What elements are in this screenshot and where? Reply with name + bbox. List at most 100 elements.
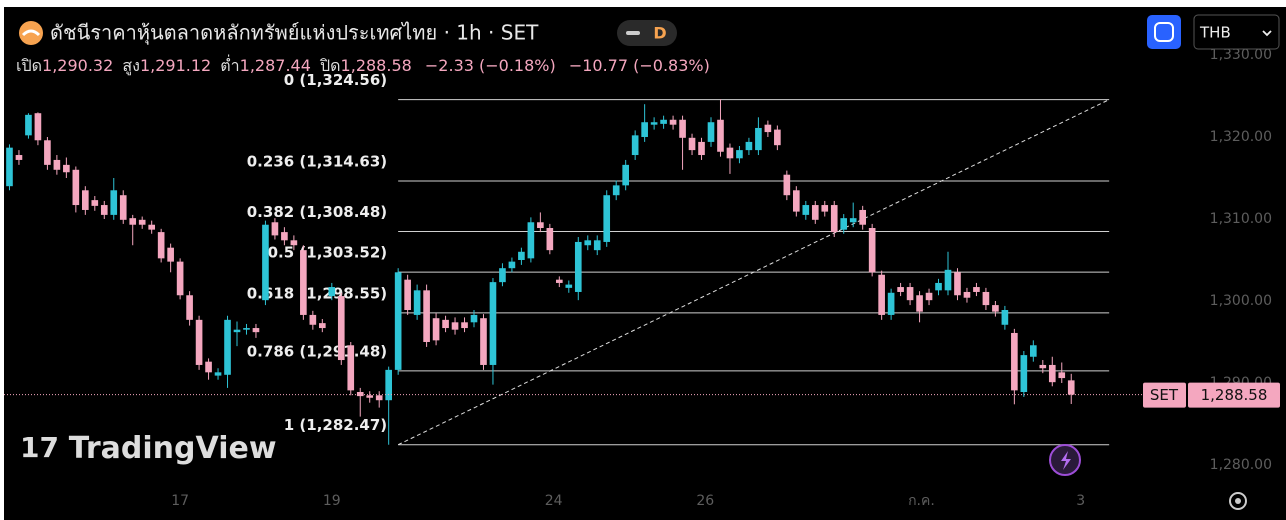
candle-body [537,222,544,229]
open-label: เปิด [16,56,42,75]
price-tag-label: 1,288.58 [1201,386,1268,404]
candle-body [963,291,971,298]
candle-body [650,122,658,125]
candle-body [1058,372,1066,379]
candle-body [1020,355,1028,393]
badge-dash [626,31,640,35]
currency-dropdown[interactable] [1193,14,1280,50]
candle-body [271,222,279,236]
candle-body [840,218,848,230]
candle-body [176,261,184,296]
candle-body [641,122,648,137]
candle-body [944,269,952,291]
settings-button[interactable] [1229,492,1247,510]
chart-title: ดัชนีราคาหุ้นตลาดหลักทรัพย์แห่งประเทศไทย… [50,21,539,46]
high-label: สูง [122,56,140,76]
y-tick-label: 1,320.00 [1210,129,1272,145]
candle-body [119,195,127,220]
left-border [0,0,4,520]
candle-body [1039,364,1047,369]
price-tag [1188,382,1280,408]
candle-body [129,218,137,225]
candle-body [631,135,639,156]
candle-body [755,127,762,151]
interval-badge[interactable] [617,20,677,46]
fib-label: 0.382 (1,308.48) [247,203,387,221]
candle-body [195,319,203,365]
dropdown-arrow [1262,30,1272,37]
high-value: 1,291.12 [140,56,211,75]
candle-body [451,322,459,330]
candle-body [565,284,573,288]
candle-body [849,218,857,223]
candle-body [935,282,942,291]
candle-body [224,319,231,375]
candle-body [53,159,61,170]
candle-body [1001,310,1009,325]
top-border [0,0,1286,7]
candle-body [186,295,193,320]
settings-dot [1235,498,1241,504]
candle-body [262,224,269,301]
candle-body [252,328,260,333]
candle-body [878,274,885,315]
candle-body [489,282,497,365]
y-tick-label: 1,330.00 [1210,47,1272,63]
candle-body [72,169,80,206]
fib-label: 0.236 (1,314.63) [247,153,387,171]
change: −2.33 (−0.18%) [425,56,556,75]
candle-body [281,232,288,241]
candle-body [309,314,317,325]
candle-body [802,205,810,215]
candle-body [290,240,298,246]
candle-body [423,290,430,342]
badge-label: D [653,24,666,43]
candle-body [25,114,32,136]
fib-trend-line [397,99,1110,446]
candle-body [774,129,781,146]
candle-body [1030,345,1037,357]
close-label: ปิด [320,56,341,75]
candle-body [432,318,440,341]
candle-body [717,119,724,152]
candle-body [973,287,980,292]
candle-body [356,392,364,397]
fib-label: 1 (1,282.47) [284,416,387,434]
candle-body [6,147,13,187]
y-tick-label: 1,280.00 [1210,457,1272,473]
watermark: 17 TradingView [20,431,277,466]
candle-body [44,140,51,165]
candle-body [622,164,629,186]
x-tick-label: 24 [545,493,563,509]
candle-body [480,318,487,365]
close-value: 1,288.58 [341,56,412,75]
layout-icon [1154,22,1174,42]
y-tick-label: 1,300.00 [1210,293,1272,309]
x-tick-label: 19 [323,493,341,509]
currency-label: THB [1199,24,1231,42]
candle-body [887,292,895,315]
candle-body [15,155,23,160]
candle-body [726,147,734,159]
candle-body [859,209,866,225]
candle-body [1067,380,1075,395]
candle-body [603,195,611,242]
candle-body [897,287,904,292]
layout-button[interactable] [1147,15,1181,49]
candle-body [110,190,118,215]
candle-body [243,328,250,330]
candle-body [442,319,449,329]
candle-body [34,113,42,141]
candle-body [214,372,222,376]
candle-body [167,247,174,262]
candle-body [527,222,535,259]
candle-body [574,241,582,292]
fib-label: 0.5 (1,303.52) [268,244,388,262]
candle-body [783,174,791,196]
candle-body [793,190,800,212]
candle-body [138,219,146,225]
ohlc-legend: เปิด1,290.32 สูง1,291.12 ต่ำ1,287.44 ปิด… [16,54,710,76]
candle-body [300,250,307,315]
candle-body [404,279,411,311]
